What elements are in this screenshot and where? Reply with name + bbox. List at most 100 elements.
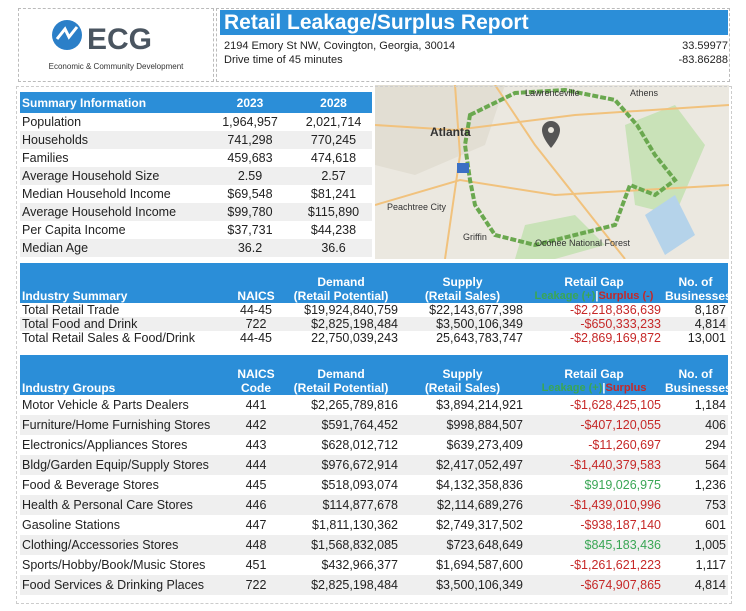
row: Average Household Size 2.59 2.57: [20, 167, 372, 185]
map-label: Griffin: [463, 232, 487, 242]
cell: 564: [663, 455, 728, 475]
cell: Total Food and Drink: [20, 317, 230, 331]
longitude: -83.86288: [678, 54, 728, 66]
header-cell: 2028: [295, 92, 372, 113]
cell: -$2,218,836,639: [569, 303, 661, 317]
cell: 44-45: [240, 303, 272, 317]
cell: $1,568,832,085: [282, 535, 400, 555]
industry-groups-table: Industry Groups NAICS Code Demand (Retail Po…: [20, 355, 728, 595]
cell: Clothing/Accessories Stores: [20, 535, 230, 555]
cell: 294: [705, 438, 726, 452]
cell: 753: [663, 495, 728, 515]
cell: 442: [230, 415, 282, 435]
row: Per Capita Income $37,731 $44,238: [20, 221, 372, 239]
drive-time: Drive time of 45 minutes: [224, 54, 343, 66]
cell: 36.2: [205, 239, 295, 257]
cell: 446: [230, 495, 282, 515]
cell: $19,924,840,759: [304, 303, 398, 317]
gap-legend-item: Leakage (+): [541, 382, 603, 394]
cell: 13,001: [687, 331, 726, 345]
gap-legend-item: Surplus: [605, 382, 647, 394]
header-line: No. of: [678, 367, 713, 381]
cell: $2,825,198,484: [282, 575, 400, 595]
header-cell: Demand (Retail Potential): [282, 263, 400, 303]
header-cell: Industry Summary: [20, 263, 230, 303]
header-line: (Retail Sales): [424, 381, 501, 395]
header-line: No. of: [678, 275, 713, 289]
cell: 4,814: [663, 575, 728, 595]
cell: $518,093,074: [321, 478, 398, 492]
row: Sports/Hobby/Book/Music Stores 451 $432,96…: [20, 555, 728, 575]
logo-subtitle: Economic & Community Development: [49, 62, 184, 71]
cell: $2,114,689,276: [400, 495, 525, 515]
row: Motor Vehicle & Parts Dealers 441 $2,265,7…: [20, 395, 728, 415]
cell: Median Age: [20, 239, 205, 257]
header-line: (Retail Potential): [293, 381, 389, 395]
cell: 1,117: [695, 558, 726, 572]
cell: $2,825,198,484: [282, 317, 400, 331]
cell: 770,245: [295, 131, 372, 149]
row: Total Retail Sales & Food/Drink 44-45 22,7…: [20, 331, 728, 345]
cell: Furniture/Home Furnishing Stores: [20, 415, 230, 435]
cell: Electronics/Appliances Stores: [22, 438, 188, 452]
cell: -$938,187,140: [580, 518, 661, 532]
latitude: 33.59977: [682, 40, 728, 52]
cell: Gasoline Stations: [22, 518, 120, 532]
cell: 2.59: [205, 167, 295, 185]
row: Families 459,683 474,618: [20, 149, 372, 167]
cell: -$407,120,055: [525, 415, 663, 435]
cell: 443: [245, 438, 267, 452]
gap-legend: Leakage (+)|Surplus (-): [527, 289, 661, 303]
header-cell: No. of Businesses: [663, 263, 728, 303]
cell: $919,026,975: [584, 478, 661, 492]
header-line: Code: [241, 381, 271, 395]
cell: $1,694,587,600: [436, 558, 523, 572]
cell: -$674,907,865: [525, 575, 663, 595]
row: Gasoline Stations 447 $1,811,130,362 $2,749…: [20, 515, 728, 535]
map-label: Lawrenceville: [525, 88, 580, 98]
header-cell: Demand (Retail Potential): [282, 355, 400, 395]
map-label: Peachtree City: [387, 202, 447, 212]
header-line: Retail Gap: [564, 275, 624, 289]
cell: -$650,333,233: [525, 317, 663, 331]
location-pin: [542, 121, 560, 148]
header-line: Businesses: [665, 289, 728, 303]
cell: Families: [22, 151, 69, 165]
cell: Median Household Income: [22, 187, 171, 201]
header-frame: [216, 8, 730, 82]
cell: $845,183,436: [525, 535, 663, 555]
cell: $3,894,214,921: [436, 398, 523, 412]
cell: $628,012,712: [321, 438, 398, 452]
header-line: Industry Groups: [22, 381, 116, 395]
cell: 445: [245, 478, 267, 492]
cell: 406: [663, 415, 728, 435]
gap-legend-item: |: [595, 290, 599, 302]
row: Clothing/Accessories Stores 448 $1,568,832…: [20, 535, 728, 555]
header-line: NAICS: [237, 289, 275, 303]
cell: 1,964,957: [222, 115, 278, 129]
cell: $37,731: [227, 223, 273, 237]
cell: Food & Beverage Stores: [22, 478, 159, 492]
cell: -$1,439,010,996: [525, 495, 663, 515]
cell: $69,548: [227, 187, 273, 201]
gap-legend-item: Surplus (-): [598, 290, 654, 302]
logo-icon-mark: [55, 26, 79, 40]
header-line: Demand: [317, 367, 365, 381]
pin-hole: [548, 127, 554, 133]
map: Lawrenceville Athens Atlanta Peachtree City…: [375, 85, 729, 259]
cell: Total Retail Trade: [22, 303, 120, 317]
cell: $998,884,507: [400, 415, 525, 435]
row: Electronics/Appliances Stores 443 $628,012…: [20, 435, 728, 455]
cell: 441: [245, 398, 267, 412]
row: Total Food and Drink 722 $2,825,198,484 $3,…: [20, 317, 728, 331]
row: Food & Beverage Stores 445 $518,093,074 $4,…: [20, 475, 728, 495]
cell: Health & Personal Care Stores: [20, 495, 230, 515]
cell: 601: [705, 518, 726, 532]
industry-summary-table: Industry Summary NAICS Demand (Retail Poten…: [20, 263, 728, 345]
cell: 447: [245, 518, 267, 532]
summary-table: Summary Information 2023 2028 Population 1,9…: [20, 92, 372, 257]
cell: 36.6: [295, 239, 372, 257]
cell: $99,780: [205, 203, 295, 221]
row: Food Services & Drinking Places 722 $2,825…: [20, 575, 728, 595]
header-line: Retail Gap: [564, 367, 624, 381]
